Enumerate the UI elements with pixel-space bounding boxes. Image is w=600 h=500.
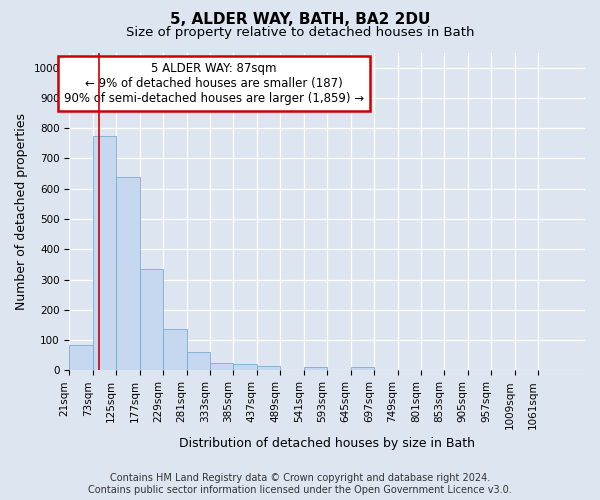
Bar [140, 269, 163, 370]
Bar [350, 368, 374, 370]
Text: Size of property relative to detached houses in Bath: Size of property relative to detached ho… [126, 26, 474, 39]
Bar [116, 176, 140, 370]
X-axis label: Distribution of detached houses by size in Bath: Distribution of detached houses by size … [179, 437, 475, 450]
Text: 5, ALDER WAY, BATH, BA2 2DU: 5, ALDER WAY, BATH, BA2 2DU [170, 12, 430, 28]
Bar [70, 344, 93, 370]
Y-axis label: Number of detached properties: Number of detached properties [15, 113, 28, 310]
Text: 5 ALDER WAY: 87sqm
← 9% of detached houses are smaller (187)
90% of semi-detache: 5 ALDER WAY: 87sqm ← 9% of detached hous… [64, 62, 364, 105]
Bar [210, 363, 233, 370]
Bar [163, 330, 187, 370]
Bar [257, 366, 280, 370]
Bar [233, 364, 257, 370]
Bar [304, 368, 327, 370]
Text: Contains HM Land Registry data © Crown copyright and database right 2024.
Contai: Contains HM Land Registry data © Crown c… [88, 474, 512, 495]
Bar [187, 352, 210, 370]
Bar [93, 136, 116, 370]
